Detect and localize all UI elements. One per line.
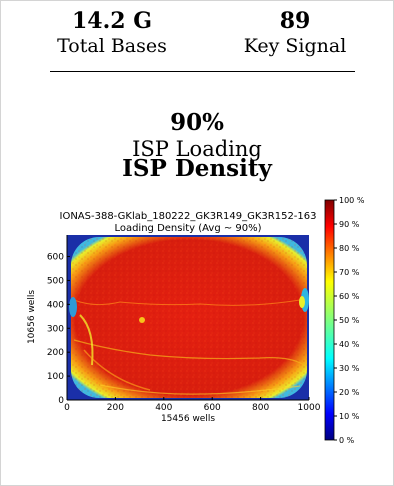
chart-title-line1: IONAS-388-GKlab_180222_GK3R149_GK3R152-1…: [60, 211, 317, 222]
y-tick-label: 400: [47, 300, 64, 310]
colorbar-tick-label: 80 %: [339, 244, 360, 253]
total-bases-value: 14.2 G: [71, 8, 153, 34]
stats-divider: [50, 71, 355, 72]
colorbar-tick-label: 70 %: [339, 268, 360, 277]
colorbar-tick-labels: 0 % 10 % 20 % 30 % 40 % 50 % 60 % 70 % 80 % 90 % 1…: [334, 196, 365, 445]
colorbar: [324, 199, 335, 441]
key-signal-label: Key Signal: [243, 35, 347, 57]
x-tick-label: 800: [252, 403, 269, 413]
colorbar-tick-label: 60 %: [339, 292, 360, 301]
y-axis-label: 10656 wells: [27, 290, 37, 344]
x-tick-label: 400: [155, 403, 172, 413]
y-tick-label: 300: [47, 324, 64, 334]
isp-loading-value: 90%: [170, 109, 224, 136]
colorbar-tick-label: 0 %: [339, 436, 355, 445]
y-tick-label: 200: [47, 348, 64, 358]
key-signal-stat: 89 Key Signal: [220, 8, 370, 58]
isp-loading-label: ISP Loading: [132, 137, 262, 161]
y-tick-labels: 0 100 200 300 400 500 600: [47, 253, 70, 406]
isp-density-title: ISP Density: [122, 155, 272, 182]
colorbar-tick-label: 20 %: [339, 388, 360, 397]
colorbar-tick-label: 50 %: [339, 316, 360, 325]
y-tick-label: 100: [47, 372, 64, 382]
key-signal-value: 89: [279, 8, 311, 34]
isp-density-heatmap: IONAS-388-GKlab_180222_GK3R149_GK3R152-1…: [27, 196, 365, 445]
x-tick-labels: 0 200 400 600 800 1000: [64, 397, 321, 413]
x-tick-label: 1000: [298, 403, 321, 413]
y-tick-label: 500: [47, 276, 64, 286]
colorbar-tick-label: 90 %: [339, 220, 360, 229]
colorbar-tick-label: 30 %: [339, 364, 360, 373]
x-tick-label: 0: [64, 403, 70, 413]
y-tick-label: 600: [47, 253, 64, 263]
chart-title-line2: Loading Density (Avg ~ 90%): [114, 223, 261, 234]
heatmap-image: [67, 235, 309, 400]
x-tick-label: 200: [107, 403, 124, 413]
isp-loading-stat: 90% ISP Loading: [97, 110, 297, 162]
total-bases-label: Total Bases: [57, 35, 167, 57]
colorbar-tick-label: 40 %: [339, 340, 360, 349]
total-bases-stat: 14.2 G Total Bases: [32, 8, 192, 58]
y-tick-label: 0: [58, 396, 64, 406]
colorbar-tick-label: 10 %: [339, 412, 360, 421]
x-axis-label: 15456 wells: [161, 414, 215, 424]
x-tick-label: 600: [204, 403, 221, 413]
colorbar-tick-label: 100 %: [339, 196, 365, 205]
